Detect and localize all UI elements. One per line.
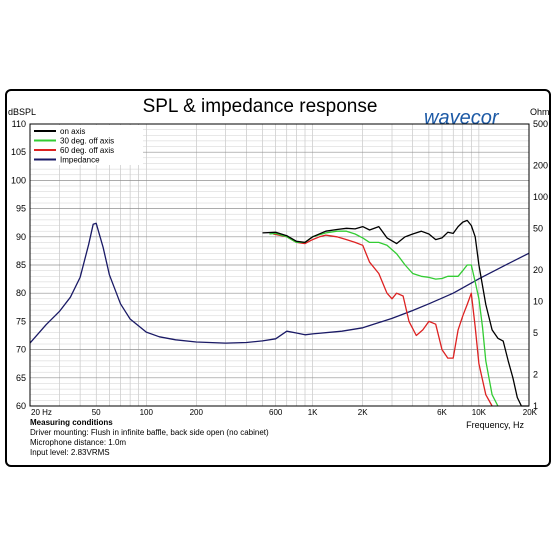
measuring-conditions-line: Input level: 2.83VRMS — [30, 448, 110, 457]
y-left-tick-label: 70 — [16, 345, 26, 355]
y-left-tick-label: 60 — [16, 401, 26, 411]
legend-label: 30 deg. off axis — [60, 137, 114, 146]
x-tick-label: 10K — [472, 408, 487, 417]
y-right-tick-label: 10 — [533, 297, 543, 307]
x-tick-label: 200 — [190, 408, 204, 417]
y-left-tick-label: 105 — [11, 147, 26, 157]
y-left-tick-label: 75 — [16, 316, 26, 326]
measuring-conditions-line: Driver mounting: Flush in infinite baffl… — [30, 428, 269, 437]
x-tick-label: 2K — [358, 408, 368, 417]
y-right-tick-label: 20 — [533, 265, 543, 275]
x-axis-label: Frequency, Hz — [466, 420, 524, 430]
y-right-tick-label: 200 — [533, 161, 548, 171]
series-line — [269, 230, 499, 407]
y-left-tick-label: 90 — [16, 232, 26, 242]
series-line — [29, 222, 530, 344]
y-right-tick-label: 5 — [533, 328, 538, 338]
y-left-axis-label: dBSPL — [8, 107, 36, 117]
legend-label: Impedance — [60, 156, 100, 165]
series-lines — [29, 219, 530, 407]
y-left-tick-label: 80 — [16, 288, 26, 298]
legend-label: 60 deg. off axis — [60, 146, 114, 155]
y-right-tick-label: 100 — [533, 192, 548, 202]
y-left-tick-label: 85 — [16, 260, 26, 270]
x-tick-label: 100 — [140, 408, 154, 417]
x-tick-label: 50 — [92, 408, 101, 417]
x-tick-label: 600 — [269, 408, 283, 417]
measuring-conditions-line: Microphone distance: 1.0m — [30, 438, 127, 447]
legend-label: on axis — [60, 127, 85, 136]
brand-logo: wavecor — [424, 107, 500, 129]
y-right-tick-label: 2 — [533, 370, 538, 380]
y-left-tick-label: 95 — [16, 204, 26, 214]
grid — [29, 123, 530, 407]
x-tick-label: 20K — [523, 408, 538, 417]
measuring-conditions: Measuring conditions Driver mounting: Fl… — [30, 418, 269, 458]
y-left-tick-label: 100 — [11, 175, 26, 185]
x-tick-label: 1K — [308, 408, 318, 417]
series-line — [262, 219, 529, 407]
y-left-tick-label: 65 — [16, 373, 26, 383]
series-line — [273, 233, 493, 407]
x-tick-label: 20 Hz — [31, 408, 52, 417]
measuring-conditions-heading: Measuring conditions — [30, 418, 113, 427]
y-left-tick-label: 110 — [12, 119, 26, 129]
x-tick-label: 6K — [437, 408, 447, 417]
y-right-tick-label: 500 — [533, 119, 548, 129]
axis-tick-labels: 60 65 70 75 80 85 90 95 100 105 110 1 2 5 10 20 50 100 200… — [11, 119, 548, 417]
chart-frame — [5, 89, 551, 467]
plot-area-border — [29, 123, 530, 407]
y-right-tick-label: 1 — [533, 401, 538, 411]
y-right-axis-label: Ohm — [530, 107, 550, 117]
y-right-tick-label: 50 — [533, 224, 543, 234]
chart-title: SPL & impedance response — [143, 96, 378, 117]
